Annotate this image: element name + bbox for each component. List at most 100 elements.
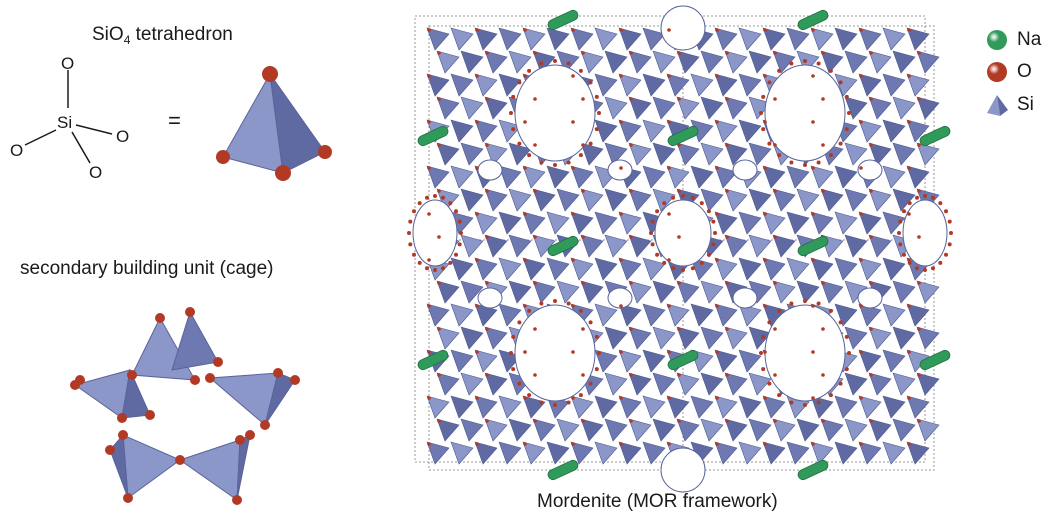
si-tetrahedron <box>546 257 570 281</box>
oxygen-atom <box>571 120 575 124</box>
oxygen-atom <box>407 231 411 235</box>
oxygen-atom <box>454 252 458 257</box>
oxygen-atom <box>533 189 537 193</box>
sio4-title: SiO4 tetrahedron <box>92 24 233 47</box>
si-tetrahedron <box>666 73 690 97</box>
oxygen-atom <box>869 97 873 101</box>
oxygen-atom <box>318 145 332 159</box>
oxygen-atom <box>838 320 843 325</box>
oxygen-atom <box>517 381 522 386</box>
si-tetrahedron <box>642 27 666 51</box>
si-tetrahedron <box>652 188 676 212</box>
si-tetrahedron <box>820 280 844 304</box>
oxygen-atom <box>448 260 453 265</box>
si-tetrahedron <box>628 234 652 258</box>
si-tetrahedron <box>714 211 738 235</box>
si-tetrahedron <box>652 96 676 120</box>
oxygen-atom <box>427 120 431 124</box>
oxygen-atom <box>619 120 623 124</box>
oxygen-atom <box>725 97 729 101</box>
si-tetrahedron <box>906 73 930 97</box>
oxygen-atom <box>725 373 729 377</box>
oxygen-atom <box>578 68 583 73</box>
si-tetrahedron <box>690 73 714 97</box>
si-tetrahedron <box>498 211 522 235</box>
si-tetrahedron <box>724 234 748 258</box>
oxygen-atom <box>427 350 431 354</box>
si-tetrahedron <box>810 441 834 465</box>
oxygen-label-left: O <box>10 141 23 160</box>
oxygen-atom <box>869 51 873 55</box>
oxygen-atom <box>667 304 671 308</box>
oxygen-atom <box>650 242 655 247</box>
oxygen-atom <box>869 143 873 147</box>
si-tetrahedron <box>714 395 738 419</box>
oxygen-atom <box>777 308 782 313</box>
oxygen-atom <box>773 189 777 193</box>
si-tetrahedron <box>508 50 532 74</box>
si-tetrahedron <box>508 234 532 258</box>
oxygen-atom <box>448 201 453 206</box>
oxygen-atom <box>917 281 921 285</box>
oxygen-atom <box>907 396 911 400</box>
si-tetrahedron <box>834 27 858 51</box>
oxygen-atom <box>262 66 278 82</box>
si-tetrahedron <box>906 441 930 465</box>
si-tetrahedron <box>916 280 940 304</box>
si-tetrahedron <box>604 142 628 166</box>
oxygen-atom <box>725 51 729 55</box>
si-tetrahedron <box>700 280 724 304</box>
si-tetrahedron <box>906 395 930 419</box>
si-tetrahedron <box>748 234 772 258</box>
si-tetrahedron <box>604 188 628 212</box>
si-tetrahedron <box>426 441 450 465</box>
oxygen-atom <box>427 166 431 170</box>
si-tetrahedron <box>772 418 796 442</box>
si-tetrahedron <box>882 395 906 419</box>
oxygen-atom <box>578 153 583 158</box>
channel-pore <box>607 287 633 309</box>
oxygen-atom <box>917 189 921 193</box>
oxygen-atom <box>869 235 873 239</box>
oxygen-atom <box>454 209 458 214</box>
oxygen-atom <box>566 301 571 306</box>
oxygen-atom <box>789 301 794 306</box>
si-tetrahedron <box>906 27 930 51</box>
si-tetrahedron <box>474 395 498 419</box>
oxygen-atom <box>581 373 585 377</box>
si-tetrahedron <box>820 188 844 212</box>
si-tetrahedron <box>714 119 738 143</box>
legend-item-na: Na <box>985 28 1041 52</box>
oxygen-atom <box>437 373 441 377</box>
si-tetrahedron <box>546 27 570 51</box>
oxygen-atom <box>533 281 537 285</box>
si-tetrahedron <box>460 188 484 212</box>
oxygen-atom <box>715 74 719 78</box>
oxygen-atom <box>629 51 633 55</box>
oxygen-atom <box>725 235 729 239</box>
si-tetrahedron <box>796 50 820 74</box>
oxygen-atom <box>629 189 633 193</box>
sodium-atom <box>667 125 699 147</box>
si-tetrahedron <box>724 188 748 212</box>
si-tetrahedron <box>426 73 450 97</box>
si-tetrahedron <box>450 119 474 143</box>
si-tetrahedron <box>532 280 556 304</box>
oxygen-atom <box>816 61 821 66</box>
si-tetrahedron <box>474 73 498 97</box>
oxygen-atom <box>773 51 777 55</box>
oxygen-atom <box>811 304 815 308</box>
oxygen-atom <box>847 351 851 355</box>
si-tetrahedron <box>580 50 604 74</box>
si-tetrahedron <box>436 142 460 166</box>
oxygen-atom <box>571 28 575 32</box>
sodium-atom <box>797 9 829 31</box>
si-tetrahedron <box>618 211 642 235</box>
si-tetrahedron <box>628 372 652 396</box>
oxygen-atom <box>711 242 716 247</box>
oxygen-atom <box>763 442 767 446</box>
si-tetrahedron <box>810 27 834 51</box>
oxygen-atom <box>859 350 863 354</box>
oxygen-atom <box>917 51 921 55</box>
oxygen-atom <box>571 396 575 400</box>
